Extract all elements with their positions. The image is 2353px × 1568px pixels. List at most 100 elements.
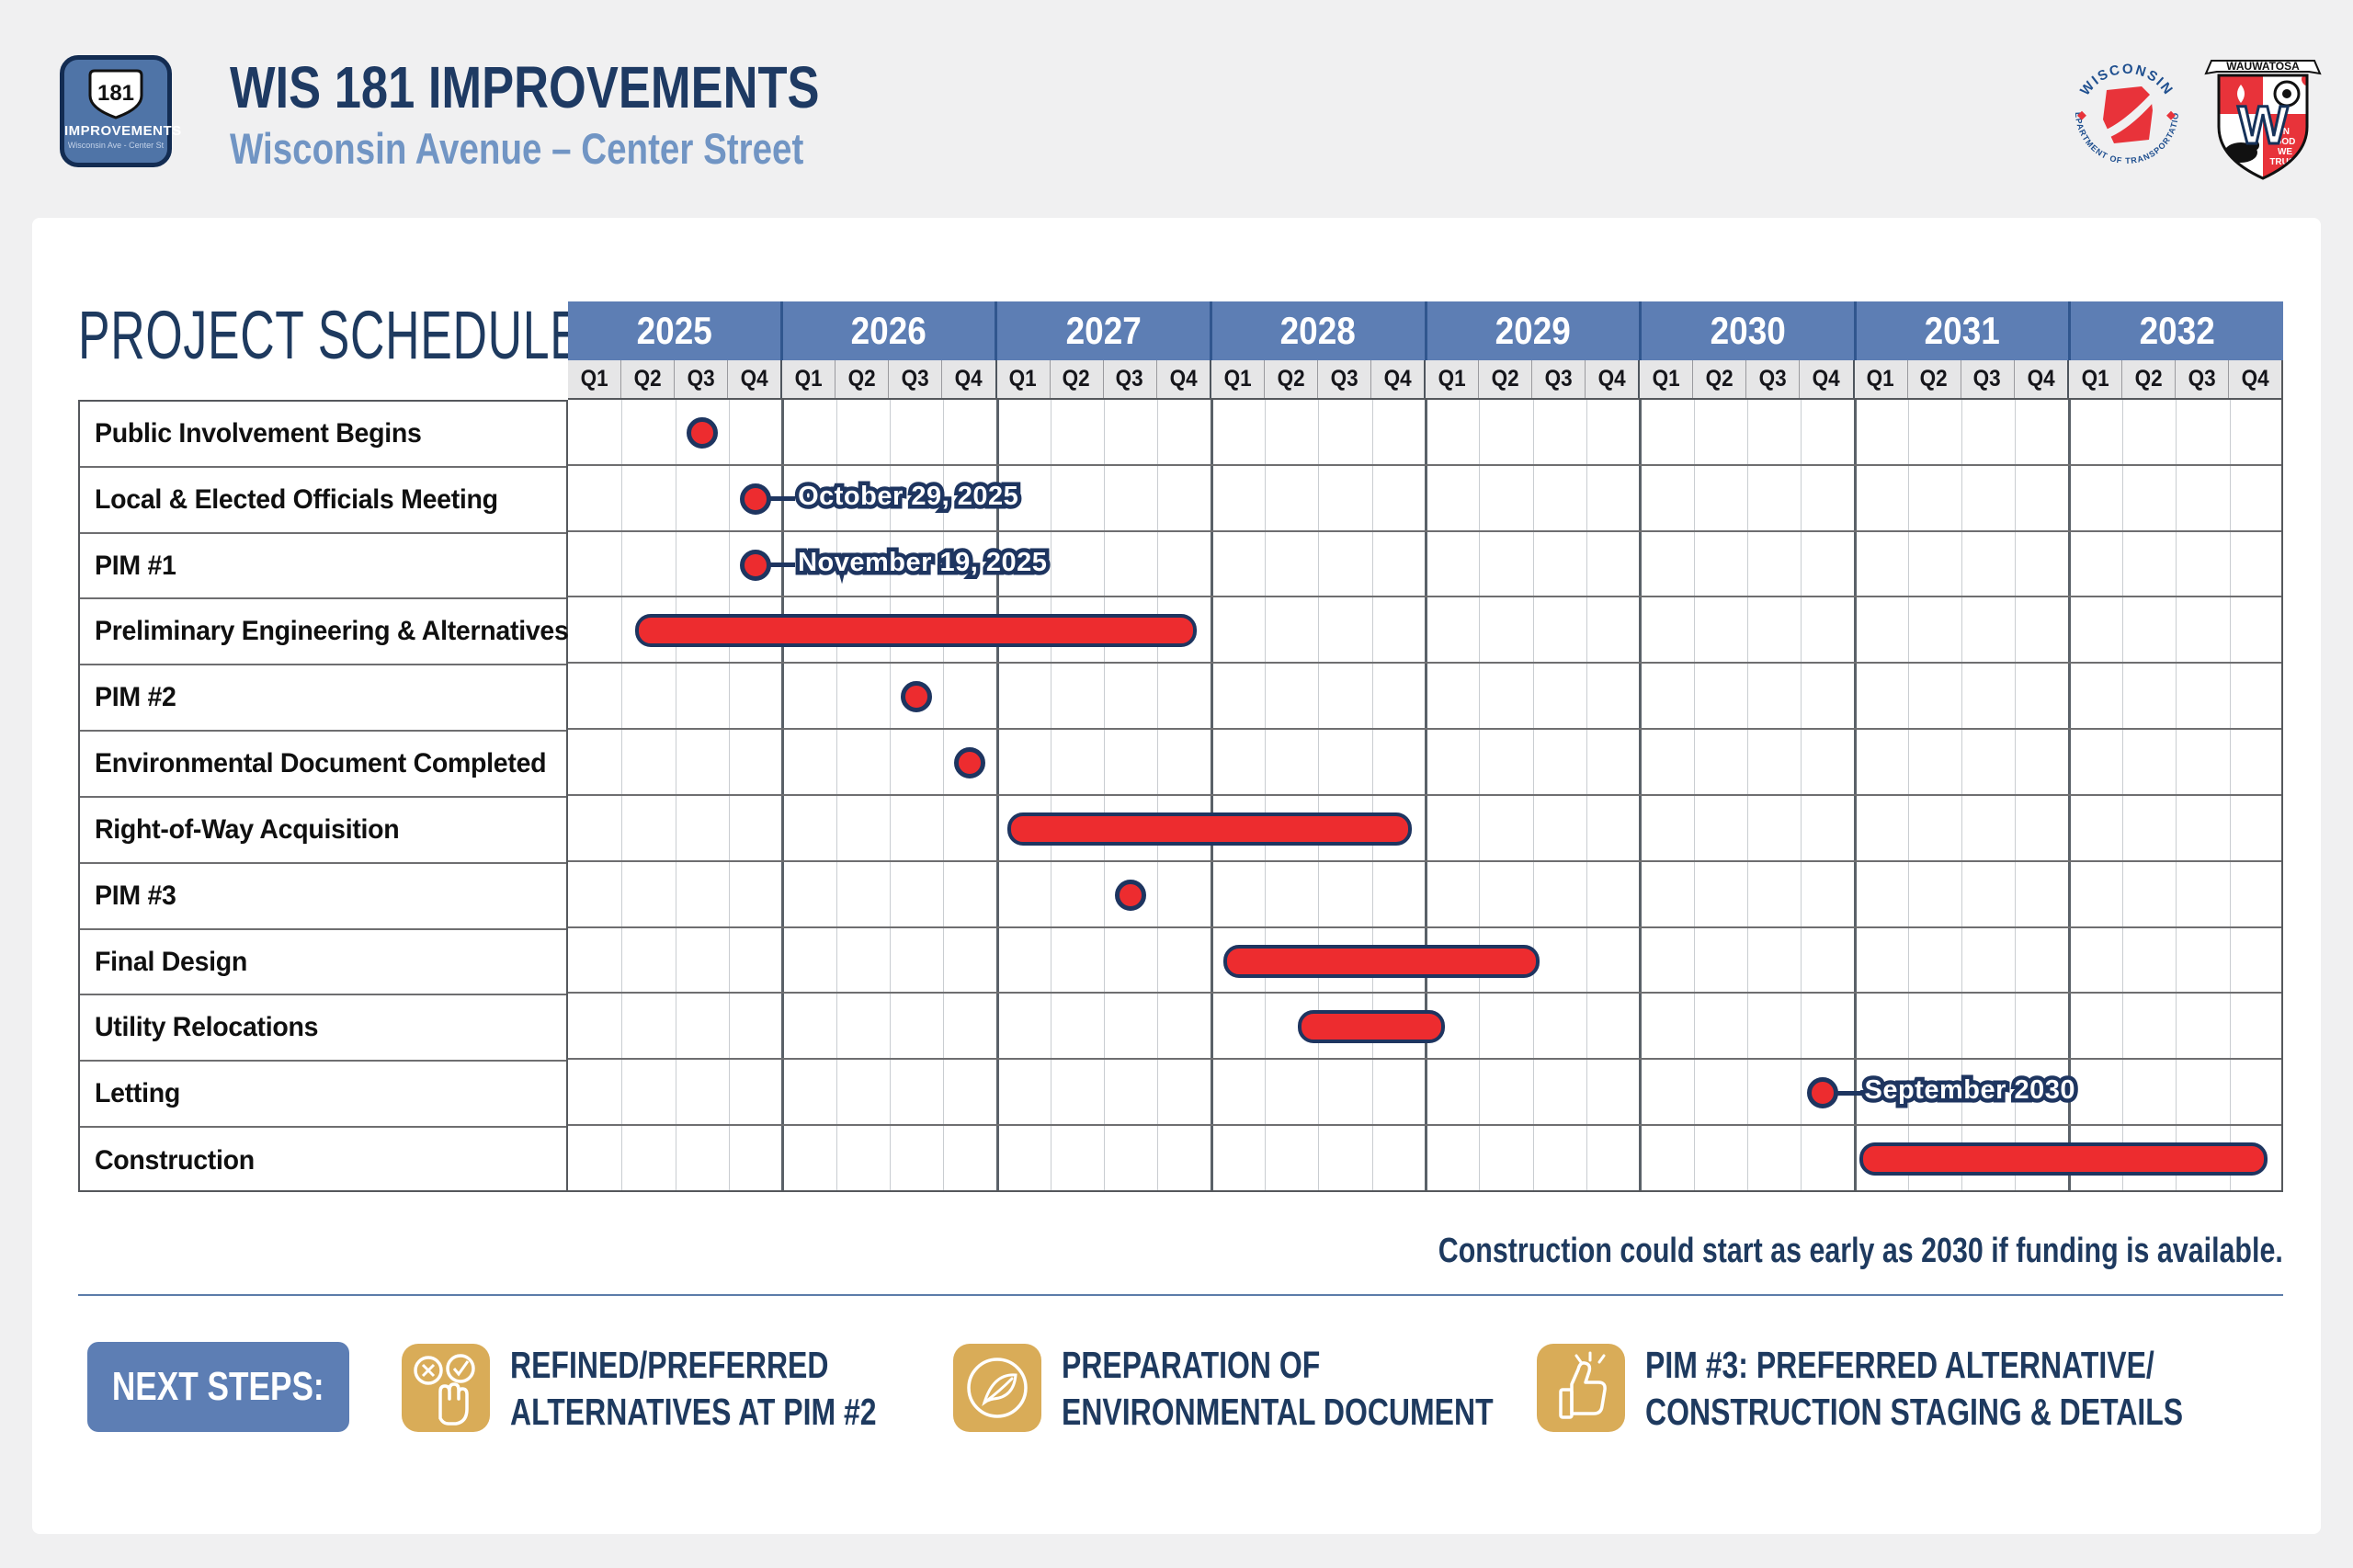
task-label: PIM #3 <box>80 864 566 930</box>
quarter-header-cell: Q1 <box>1211 360 1265 398</box>
gantt-bar <box>1859 1142 2268 1176</box>
page-title: WIS 181 IMPROVEMENTS <box>230 54 820 120</box>
quarter-header-cell: Q3 <box>2176 360 2229 398</box>
next-step-item: PREPARATION OF ENVIRONMENTAL DOCUMENT <box>1062 1344 1494 1434</box>
project-badge: 181 IMPROVEMENTS Wisconsin Ave - Center … <box>60 55 182 167</box>
quarter-header-cell: Q2 <box>1265 360 1318 398</box>
quarter-header-cell: Q1 <box>1640 360 1694 398</box>
gantt-row <box>568 928 2281 994</box>
quarter-header-cell: Q4 <box>1800 360 1855 398</box>
gantt-row: November 19, 2025 <box>568 532 2281 598</box>
quarter-header-cell: Q3 <box>1746 360 1801 398</box>
year-header-cell: 2025 <box>568 301 783 360</box>
header: 181 IMPROVEMENTS Wisconsin Ave - Center … <box>0 0 2353 218</box>
badge-sublabel: Wisconsin Ave - Center St <box>67 141 165 150</box>
quarter-header-cell: Q4 <box>942 360 997 398</box>
thumbs-up-icon <box>1537 1344 1625 1432</box>
quarter-header-cell: Q2 <box>1693 360 1747 398</box>
year-header: 2025 2026 2027 2028 2029 2030 2031 2032 <box>568 301 2283 360</box>
task-label: Letting <box>80 1062 566 1129</box>
milestone-date-label: November 19, 2025 <box>798 548 1048 578</box>
quarter-header-cell: Q4 <box>728 360 783 398</box>
milestone-connector <box>767 496 796 502</box>
quarter-header-cell: Q3 <box>889 360 943 398</box>
year-header-cell: 2029 <box>1427 301 1643 360</box>
task-label: Final Design <box>80 930 566 996</box>
quarter-header-cell: Q4 <box>2229 360 2283 398</box>
milestone-dot <box>740 483 772 515</box>
task-label: Preliminary Engineering & Alternatives <box>80 599 569 666</box>
gantt-row <box>568 597 2281 665</box>
badge-label: IMPROVEMENTS <box>64 123 182 139</box>
svg-text:WE: WE <box>2278 147 2292 157</box>
gantt-table: 2025 2026 2027 2028 2029 2030 2031 2032 Q1 Q2 Q3 Q… <box>78 301 2283 1192</box>
gantt-row <box>568 400 2281 466</box>
schedule-title: PROJECT SCHEDULE <box>78 297 583 373</box>
quarter-header-cell: Q1 <box>1855 360 1908 398</box>
gantt-row: September 2030 <box>568 1060 2281 1127</box>
quarter-header-cell: Q2 <box>835 360 890 398</box>
milestone-dot <box>1115 879 1147 911</box>
next-step-item: REFINED/PREFERRED ALTERNATIVES AT PIM #2 <box>510 1344 877 1434</box>
svg-text:GOD: GOD <box>2275 137 2296 147</box>
next-steps-label: NEXT STEPS: <box>112 1364 324 1409</box>
quarter-header-cell: Q3 <box>1961 360 2015 398</box>
year-header-cell: 2032 <box>2139 309 2215 352</box>
route-181-shield-icon: 181 <box>88 69 143 119</box>
gantt-row <box>568 730 2281 796</box>
gantt-row <box>568 664 2281 731</box>
task-label: PIM #1 <box>80 534 566 600</box>
wauwatosa-motto: IN <box>2280 127 2290 137</box>
milestone-date-label: September 2030 <box>1865 1075 2076 1106</box>
quarter-header-cell: Q2 <box>1479 360 1533 398</box>
milestone-connector <box>767 562 796 568</box>
year-header-cell: 2026 <box>783 301 998 360</box>
gantt-bar <box>1007 812 1413 846</box>
gantt-bar <box>1298 1010 1445 1044</box>
gantt-row <box>568 862 2281 928</box>
milestone-connector <box>1834 1090 1862 1096</box>
year-header-cell: 2031 <box>1857 301 2072 360</box>
gantt-bar <box>1223 944 1540 978</box>
quarter-header-cell: Q1 <box>568 360 622 398</box>
page-subtitle: Wisconsin Avenue – Center Street <box>230 124 804 173</box>
next-steps-divider <box>78 1294 2283 1296</box>
gantt-row <box>568 994 2281 1061</box>
quarter-header-cell: Q3 <box>1104 360 1157 398</box>
quarter-header-cell: Q3 <box>675 360 729 398</box>
year-header-cell: 2027 <box>997 301 1212 360</box>
milestone-dot <box>954 747 986 779</box>
task-label: Right-of-Way Acquisition <box>80 798 566 864</box>
quarter-header-cell: Q2 <box>1051 360 1104 398</box>
quarter-header-cell: Q1 <box>782 360 836 398</box>
milestone-dot <box>901 681 933 713</box>
year-header-cell: 2030 <box>1642 301 1857 360</box>
quarter-header-cell: Q4 <box>1157 360 1211 398</box>
wauwatosa-logo: WAUWATOSA IN GOD WE TRUST W <box>2204 60 2322 180</box>
wauwatosa-banner-text: WAUWATOSA <box>2226 60 2300 73</box>
quarter-header-cell: Q2 <box>621 360 676 398</box>
milestone-dot <box>740 549 772 581</box>
gantt-bar <box>634 614 1197 648</box>
quarter-header-cell: Q2 <box>2122 360 2176 398</box>
task-label: Construction <box>95 1145 255 1176</box>
schedule-note: Construction could start as early as 203… <box>1438 1232 2283 1270</box>
quarter-header-cell: Q3 <box>1532 360 1586 398</box>
quarter-header-cell: Q3 <box>1318 360 1371 398</box>
quarter-header-cell: Q2 <box>1908 360 1961 398</box>
gantt-row <box>568 796 2281 862</box>
gantt-grid: October 29, 2025 November 19, 2025 Septemb… <box>568 400 2283 1192</box>
next-steps-chip: NEXT STEPS: <box>87 1342 349 1432</box>
task-label: PIM #2 <box>80 665 566 733</box>
task-label: Local & Elected Officials Meeting <box>80 468 566 534</box>
quarter-header-cell: Q4 <box>2015 360 2069 398</box>
choice-icon <box>402 1344 490 1432</box>
milestone-dot <box>1806 1077 1838 1109</box>
wauwatosa-initial: W <box>2238 96 2289 155</box>
quarter-header-cell: Q4 <box>1371 360 1426 398</box>
badge-route-number: 181 <box>97 81 134 106</box>
quarter-header-cell: Q1 <box>1426 360 1480 398</box>
task-label: Environmental Document Completed <box>80 732 566 798</box>
leaf-icon <box>953 1344 1041 1432</box>
